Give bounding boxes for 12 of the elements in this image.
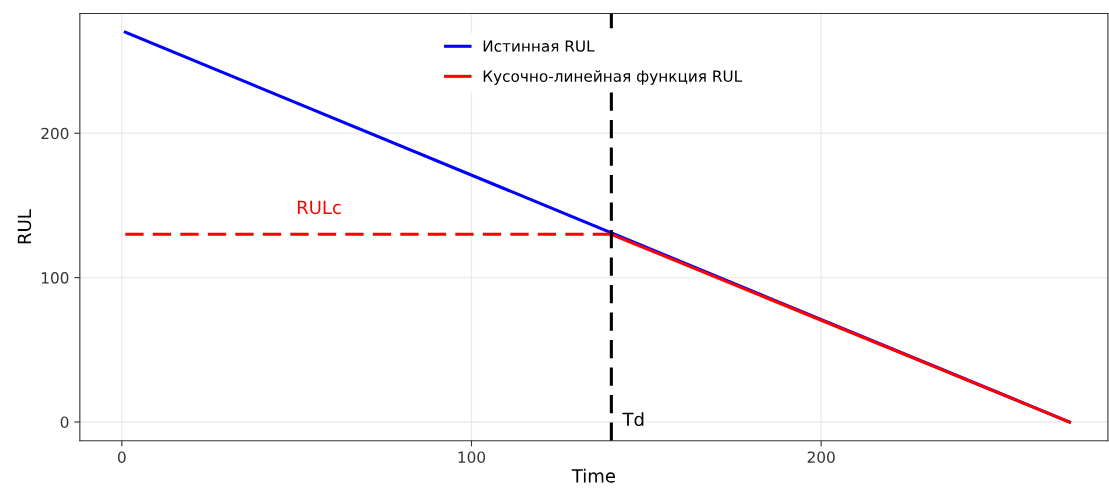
y-tick-label: 200 (41, 127, 69, 140)
x-tick-label: 0 (117, 451, 126, 463)
legend-label: Истинная RUL (483, 40, 595, 52)
x-tick-label: 200 (807, 451, 835, 463)
series-label: RULc (297, 200, 341, 215)
y-axis-title: RUL (17, 209, 32, 244)
x-tick-label: 100 (458, 451, 486, 463)
legend-label: Кусочно-линейная функция RUL (483, 70, 743, 85)
y-tick-label: 0 (60, 416, 69, 428)
ref-line-label: Td (622, 412, 644, 427)
x-axis-title: Time (571, 468, 615, 483)
y-tick-label: 100 (41, 272, 69, 284)
